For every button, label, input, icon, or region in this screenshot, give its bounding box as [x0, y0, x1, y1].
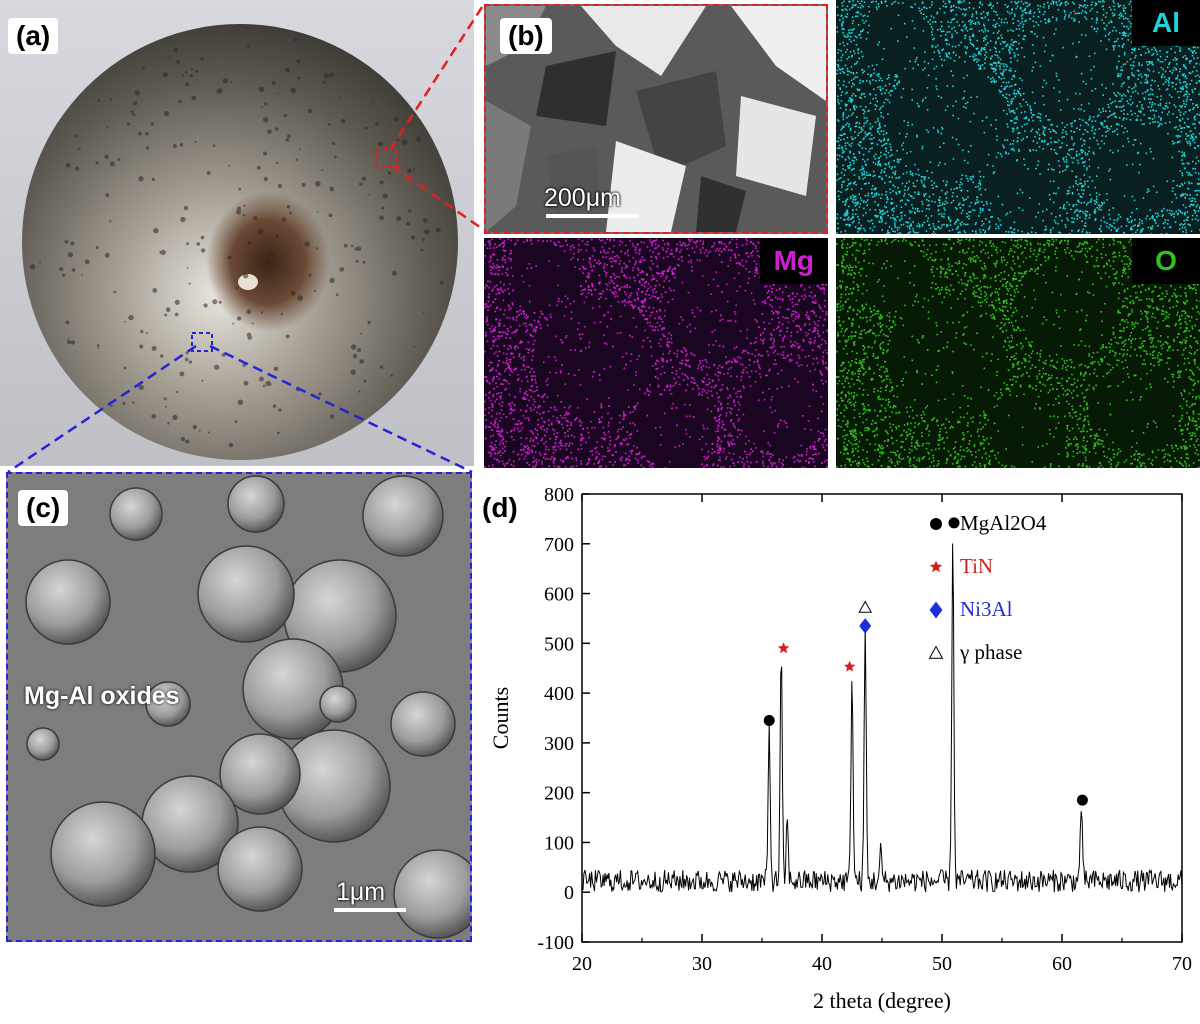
y-tick-label: 500: [544, 633, 574, 655]
eds-map-mg: Mg: [484, 238, 828, 468]
peak-marker-triangle: [858, 600, 873, 613]
disk-photo: [0, 0, 474, 466]
x-tick-label: 40: [812, 953, 832, 975]
legend-entry-label: TiN: [960, 554, 993, 578]
legend-entry-label: MgAl2O4: [960, 511, 1047, 535]
eds-map-al: Al: [836, 0, 1200, 234]
panel-c-source-region: [191, 332, 213, 352]
y-tick-label: 200: [544, 783, 574, 805]
panel-d-label: (d): [476, 490, 524, 526]
xrd-trace: [581, 543, 1183, 893]
peak-marker-circle: [763, 714, 775, 726]
panel-c-label: (c): [18, 490, 69, 526]
y-tick-label: 600: [544, 584, 574, 606]
legend-entry-label: Ni3Al: [960, 597, 1013, 621]
panel-b-label: (b): [500, 18, 552, 54]
panel-b-sem-image: (b) 200μm: [484, 4, 828, 234]
legend-symbol-diamond: [929, 601, 943, 619]
peak-marker-star: [777, 642, 790, 654]
x-tick-label: 20: [572, 953, 592, 975]
panel-b-scale-bar-label: 200μm: [544, 184, 621, 212]
panel-b-source-region: [375, 148, 397, 168]
x-tick-label: 50: [932, 953, 952, 975]
x-tick-label: 30: [692, 953, 712, 975]
panel-b-scale-bar: [546, 214, 638, 218]
xrd-plot: 20 30 40 50 60 70 -100 0 100 200 300 400 500 600 700 80…: [488, 484, 1192, 1013]
peak-marker-diamond: [859, 618, 872, 634]
panel-d-xrd-chart: (d) 20 30 40 50 60 70 -100 0 100 200 300 400 500 600 7…: [476, 472, 1200, 1024]
eds-map-o: O: [836, 238, 1200, 468]
panel-c-sem-image: (c) Mg-Al oxides 1μm: [6, 472, 472, 942]
y-tick-label: 100: [544, 832, 574, 854]
panel-c-scale-bar: [334, 908, 406, 912]
y-tick-label: 700: [544, 534, 574, 556]
y-tick-label: 300: [544, 733, 574, 755]
panel-c-scale-bar-label: 1μm: [336, 878, 386, 906]
panel-a-label: (a): [8, 18, 59, 54]
legend-symbol-circle: [930, 518, 942, 530]
x-tick-label: 60: [1052, 953, 1072, 975]
x-tick-label: 70: [1172, 953, 1192, 975]
panel-a-photo: (a): [0, 0, 474, 466]
eds-map-o-label: O: [1132, 238, 1200, 284]
y-tick-label: 0: [564, 882, 574, 904]
central-pit: [206, 192, 330, 332]
eds-map-o-dots: [836, 238, 1200, 468]
legend-symbol-triangle: [928, 645, 944, 659]
panel-c-annotation: Mg-Al oxides: [24, 682, 180, 710]
y-tick-label: 800: [544, 484, 574, 506]
y-tick-label: 400: [544, 683, 574, 705]
peak-marker-circle: [1076, 794, 1088, 806]
y-tick-label: -100: [537, 932, 574, 954]
x-axis-label: 2 theta (degree): [813, 988, 951, 1013]
peak-marker-circle: [948, 517, 960, 529]
bse-micrograph: [486, 6, 826, 232]
oxide-particles-micrograph: [8, 474, 470, 940]
eds-map-mg-label: Mg: [759, 238, 828, 284]
legend-entry-label: γ phase: [959, 640, 1022, 664]
peak-marker-star: [843, 660, 856, 672]
eds-map-al-label: Al: [1132, 0, 1200, 46]
y-axis-label: Counts: [488, 687, 513, 749]
legend-symbol-star: [929, 560, 943, 573]
